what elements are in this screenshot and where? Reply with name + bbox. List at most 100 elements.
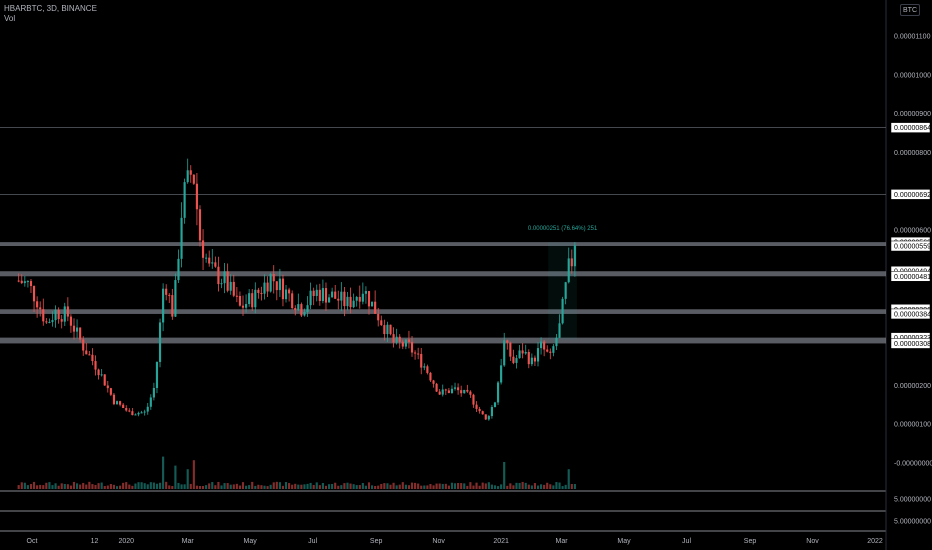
volume-bar — [275, 481, 278, 489]
volume-bar — [546, 482, 549, 489]
candle-body — [155, 361, 159, 388]
volume-bar — [26, 485, 29, 489]
volume-bar — [122, 482, 125, 489]
volume-bar — [17, 485, 20, 489]
candle-body — [281, 278, 285, 300]
candle-body — [106, 385, 109, 389]
candle-body — [297, 304, 300, 311]
currency-badge-icon[interactable]: BTC — [900, 4, 920, 16]
volume-bar — [453, 483, 457, 489]
candle-body — [352, 300, 355, 308]
volume-bar — [245, 485, 248, 489]
price-tick-label: 0.00000800 — [894, 150, 931, 157]
time-axis[interactable]: Oct 12 2020 Mar May Jul Sep Nov 2021 Mar May Jul Sep… — [27, 538, 883, 545]
volume-bar — [79, 484, 82, 489]
price-axis[interactable]: 0.00001100 0.00001000 0.00000900 0.00000800… — [890, 34, 932, 526]
time-tick-label: 2020 — [118, 538, 134, 545]
volume-bar — [39, 484, 42, 489]
candle-body — [162, 288, 165, 323]
volume-bar — [211, 482, 214, 489]
volume-bar — [395, 485, 398, 489]
candle-body — [288, 289, 291, 294]
candle-body — [490, 406, 493, 417]
candle-body — [441, 389, 444, 395]
candle-body — [438, 391, 441, 395]
volume-bar — [398, 484, 401, 489]
volume-bar — [503, 462, 506, 489]
candle-body — [463, 389, 466, 394]
time-tick-label: Jul — [308, 538, 317, 545]
volume-bar — [463, 483, 466, 489]
candle-body — [94, 361, 97, 370]
price-tick-label: 0.00000900 — [894, 111, 931, 118]
volume-bar — [180, 484, 183, 489]
volume-bar — [112, 484, 116, 489]
volume-bar — [521, 481, 524, 489]
candle-body — [340, 291, 343, 301]
candle-body — [72, 325, 76, 332]
volume-bar — [254, 485, 257, 489]
candle-body — [315, 289, 318, 297]
candle-body — [435, 383, 438, 392]
volume-bar — [57, 485, 60, 489]
volume-bar — [315, 482, 318, 489]
candle-body — [134, 414, 137, 416]
volume-bar — [260, 485, 263, 489]
candle-body — [518, 350, 521, 359]
volume-bar — [484, 483, 487, 489]
candle-body — [343, 291, 346, 307]
candle-body — [552, 346, 555, 353]
volume-bar — [469, 482, 472, 489]
volume-bar — [119, 485, 122, 489]
volume-bar — [444, 483, 447, 489]
volume-bar — [426, 485, 429, 489]
volume-bar — [349, 483, 352, 489]
candle-body — [119, 401, 122, 405]
candle-body — [306, 305, 309, 312]
candle-body — [472, 394, 475, 405]
time-tick-label: May — [617, 538, 631, 545]
candle-body — [69, 316, 72, 326]
volume-bars — [17, 456, 576, 489]
time-tick-label: 2021 — [493, 538, 509, 545]
volume-bar — [103, 486, 106, 489]
candle-body — [48, 321, 51, 323]
volume-bar — [321, 482, 324, 489]
candle-body — [79, 327, 82, 340]
candle-body — [355, 296, 358, 301]
candle-body — [370, 301, 374, 307]
candle-body — [205, 257, 208, 259]
price-tick-label: 0.00000100 — [894, 422, 931, 429]
candle-body — [291, 293, 294, 309]
candle-body — [364, 291, 367, 294]
candle-body — [263, 282, 266, 294]
candle-body — [469, 391, 472, 395]
candle-body — [324, 288, 328, 303]
candle-body — [426, 366, 429, 373]
volume-bar — [137, 482, 140, 489]
volume-bar — [205, 485, 208, 489]
candle-body — [152, 387, 155, 398]
volume-bar — [309, 482, 312, 489]
candle-body — [223, 271, 226, 284]
symbol-title[interactable]: HBARBTC, 3D, BINANCE — [4, 4, 97, 13]
volume-bar — [496, 486, 500, 489]
candle-body — [214, 262, 217, 267]
volume-bar — [500, 484, 503, 489]
candle-body — [524, 352, 527, 354]
candle-body — [260, 292, 263, 294]
candle-body — [217, 266, 220, 285]
candle-body — [229, 281, 232, 291]
candle-body — [334, 291, 337, 299]
resistance-zones — [0, 127, 886, 344]
candle-body — [300, 304, 303, 316]
volume-bar — [115, 486, 119, 489]
volume-bar — [410, 482, 414, 489]
time-tick-label: Mar — [556, 538, 569, 545]
volume-indicator-label[interactable]: Vol — [4, 14, 16, 23]
volume-bar — [269, 484, 272, 489]
candle-body — [414, 352, 417, 354]
volume-bar — [109, 484, 112, 489]
candle-body — [386, 324, 389, 335]
